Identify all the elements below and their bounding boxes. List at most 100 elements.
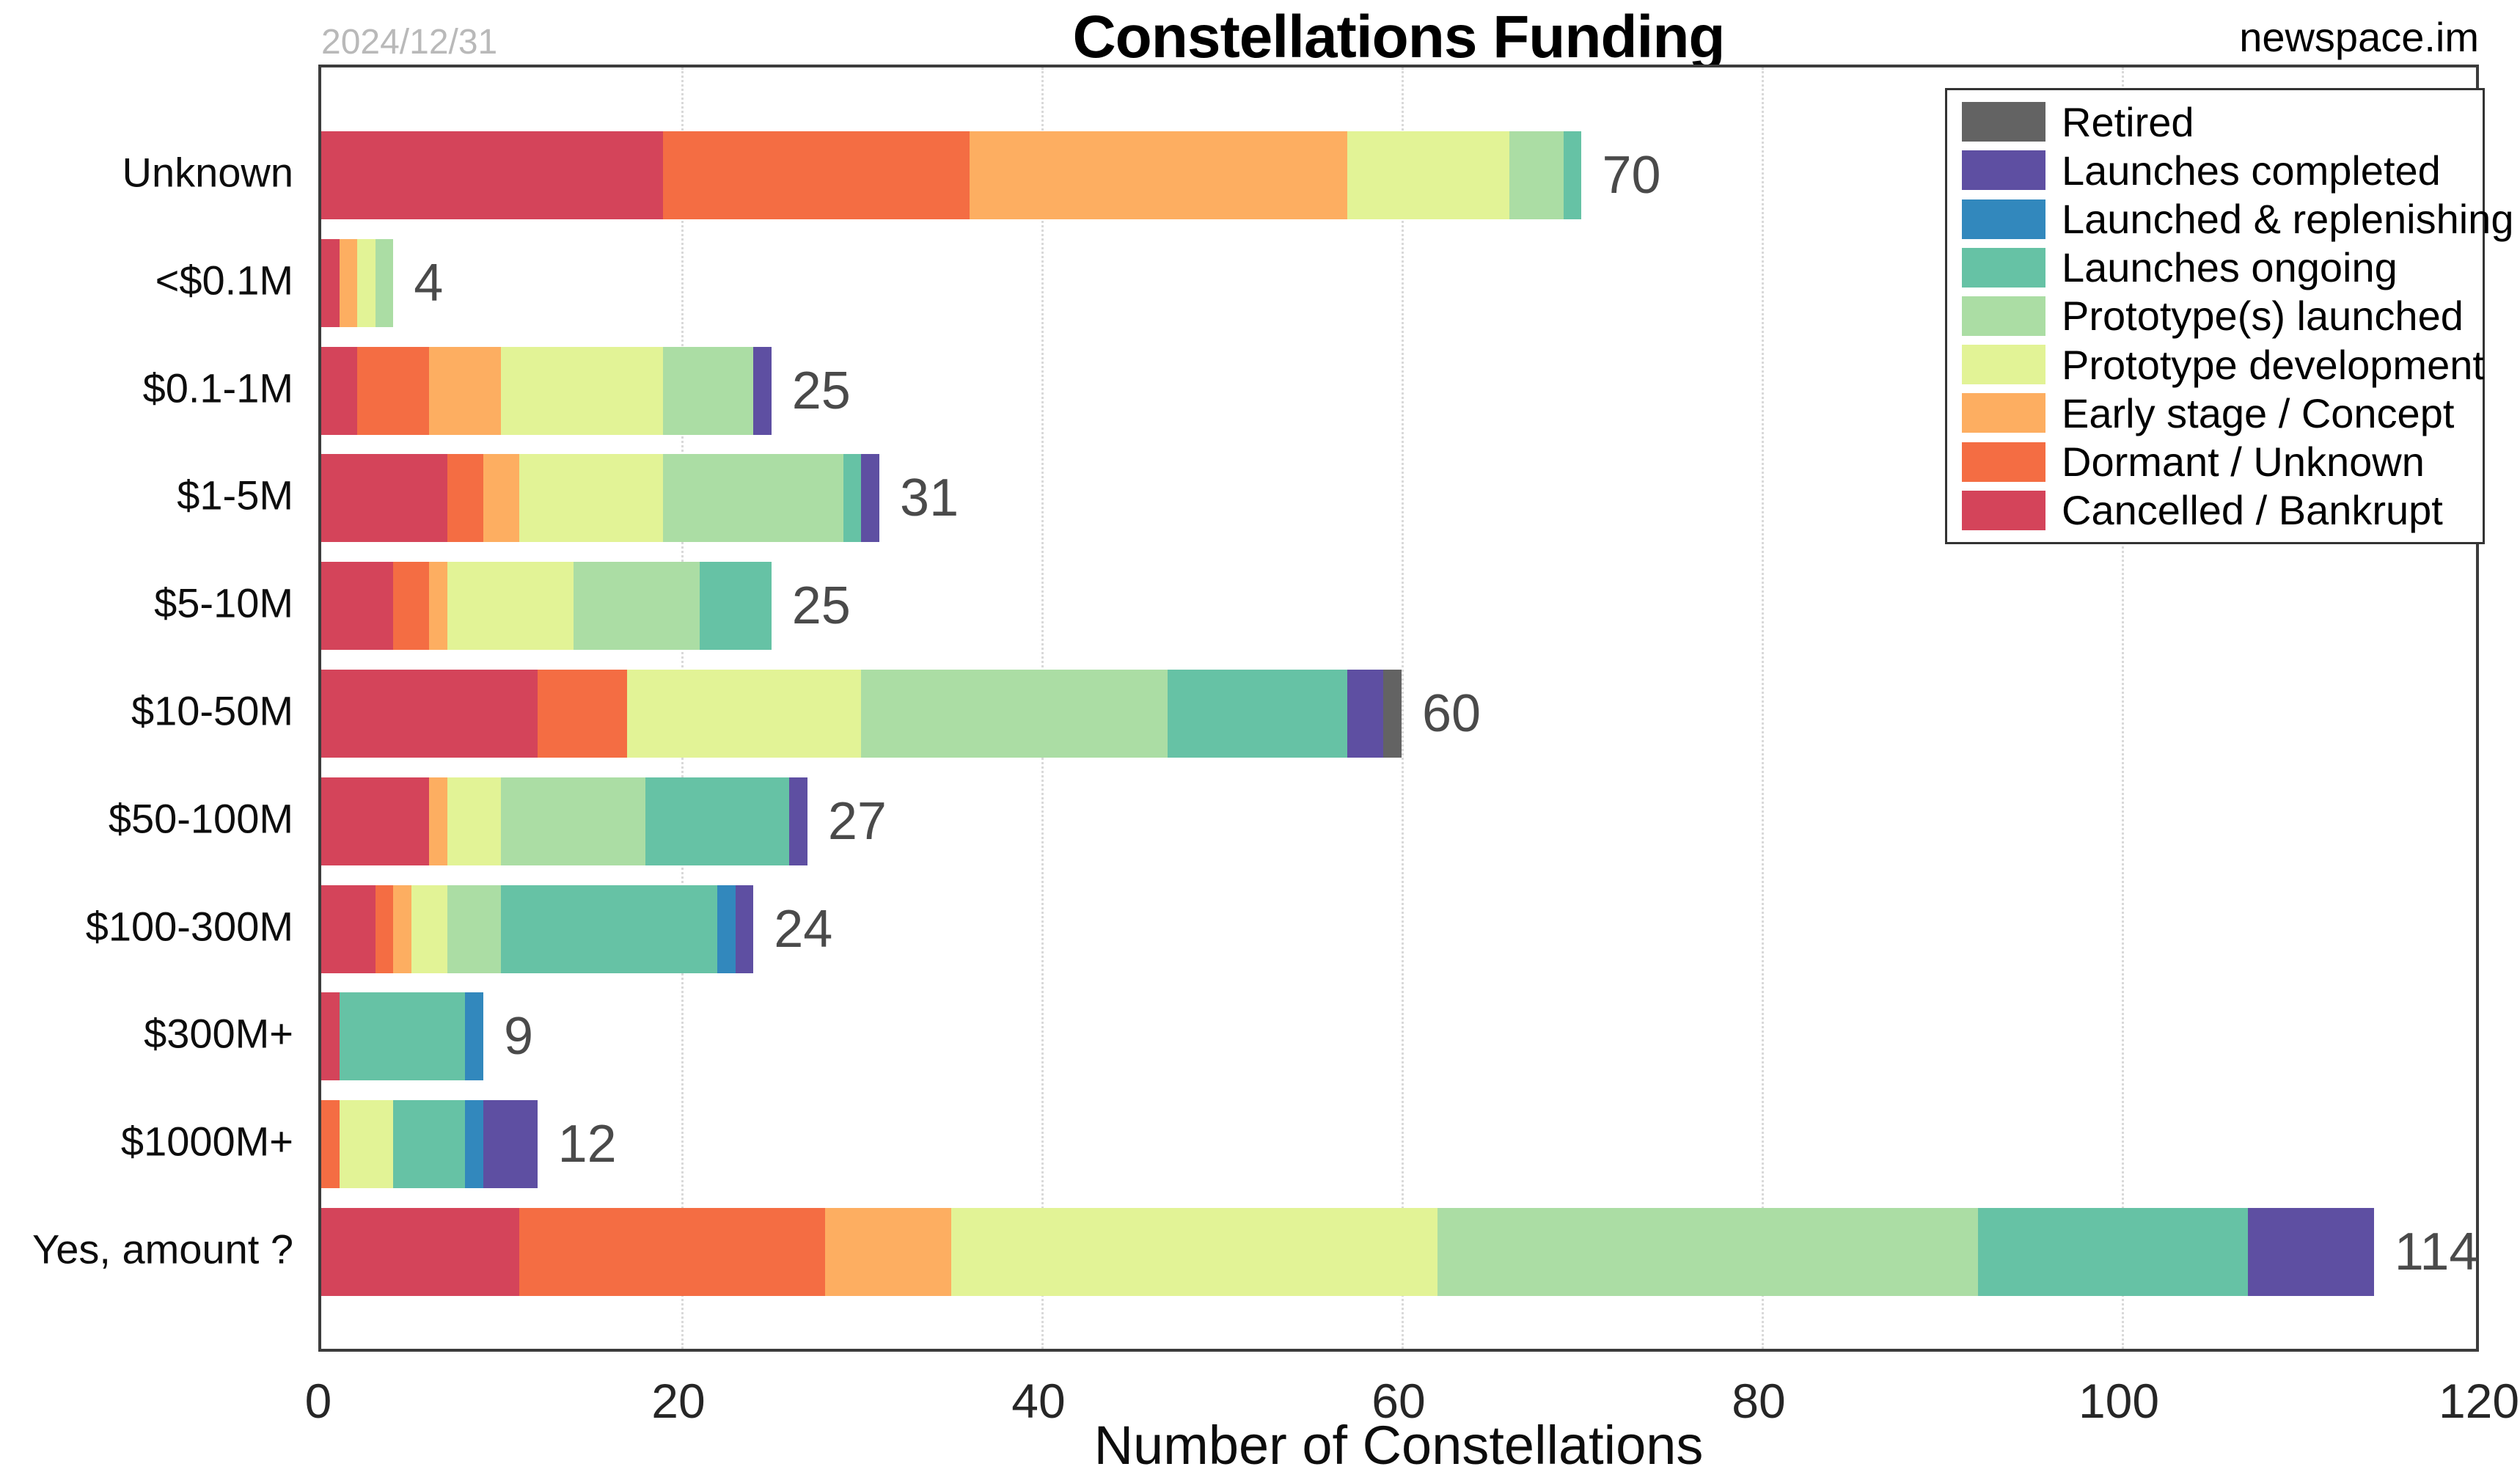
segment-prototype-s-launched	[1437, 1208, 1978, 1296]
segment-launches-ongoing	[339, 992, 466, 1081]
bar-total-label: 31	[900, 469, 959, 528]
bar-total-label: 9	[503, 1007, 533, 1066]
segment-launched-replenishing	[465, 1100, 483, 1189]
segment-launches-ongoing	[1563, 131, 1582, 219]
segment-launches-ongoing	[699, 562, 772, 651]
category-label-1-5m: $1-5M	[177, 472, 293, 519]
legend-item-launches-completed: Launches completed	[1962, 147, 2483, 194]
legend-item-dormant-unknown: Dormant / Unknown	[1962, 439, 2483, 485]
segment-prototype-development	[519, 454, 664, 543]
segment-prototype-development	[1347, 131, 1510, 219]
x-tick-label-60: 60	[1371, 1374, 1426, 1428]
segment-prototype-development	[411, 885, 447, 973]
segment-launches-completed	[483, 1100, 538, 1189]
segment-launches-completed	[1347, 670, 1384, 758]
segment-early-stage-concept	[483, 454, 520, 543]
watermark-label: newspace.im	[2239, 14, 2479, 60]
bar-total-label: 12	[557, 1115, 617, 1174]
category-label-10-50m: $10-50M	[131, 687, 293, 734]
segment-cancelled-bankrupt	[321, 346, 358, 435]
segment-prototype-development	[357, 238, 376, 327]
segment-prototype-development	[447, 777, 502, 865]
legend-label: Launches completed	[2062, 147, 2441, 194]
segment-cancelled-bankrupt	[321, 562, 394, 651]
category-label-yes-amount: Yes, amount ?	[32, 1226, 293, 1273]
bar-total-label: 25	[791, 576, 851, 636]
segment-prototype-s-launched	[663, 454, 843, 543]
category-label-5-10m: $5-10M	[154, 579, 293, 626]
legend-item-early-stage-concept: Early stage / Concept	[1962, 390, 2483, 436]
segment-cancelled-bankrupt	[321, 454, 447, 543]
segment-launches-completed	[789, 777, 807, 865]
segment-early-stage-concept	[429, 562, 447, 651]
x-tick-label-0: 0	[304, 1374, 332, 1428]
segment-launches-ongoing	[501, 885, 718, 973]
legend-item-launched-replenishing: Launched & replenishing	[1962, 196, 2513, 242]
segment-prototype-development	[447, 562, 574, 651]
segment-early-stage-concept	[339, 238, 358, 327]
bar-total-label: 4	[414, 253, 444, 312]
legend-item-prototype-s-launched: Prototype(s) launched	[1962, 293, 2483, 339]
bar-1-5m	[321, 454, 880, 543]
category-label-unknown: Unknown	[122, 149, 293, 196]
legend-item-retired: Retired	[1962, 99, 2483, 145]
legend-label: Cancelled / Bankrupt	[2062, 487, 2443, 534]
legend-swatch-prototype-development	[1962, 345, 2045, 385]
segment-cancelled-bankrupt	[321, 670, 538, 758]
segment-dormant-unknown	[357, 346, 430, 435]
segment-launches-ongoing	[393, 1100, 466, 1189]
legend-swatch-retired	[1962, 102, 2045, 142]
bar-50-100m	[321, 777, 807, 865]
bar-total-label: 70	[1602, 146, 1661, 205]
legend-label: Early stage / Concept	[2062, 389, 2455, 436]
category-label-1000m: $1000M+	[120, 1118, 293, 1165]
legend-swatch-launched-replenishing	[1962, 199, 2045, 239]
bar-total-label: 27	[827, 791, 887, 851]
x-tick-label-80: 80	[1732, 1374, 1786, 1428]
category-label-100-300m: $100-300M	[85, 903, 293, 950]
segment-prototype-s-launched	[861, 670, 1168, 758]
segment-launched-replenishing	[717, 885, 736, 973]
legend-item-launches-ongoing: Launches ongoing	[1962, 244, 2483, 291]
segment-dormant-unknown	[537, 670, 628, 758]
legend-label: Prototype development	[2062, 341, 2484, 388]
segment-launches-completed	[753, 346, 772, 435]
segment-retired	[1383, 670, 1402, 758]
bar-1000m	[321, 1100, 538, 1189]
segment-dormant-unknown	[519, 1208, 826, 1296]
segment-launches-ongoing	[1167, 670, 1348, 758]
segment-prototype-development	[951, 1208, 1438, 1296]
segment-launches-completed	[2247, 1208, 2374, 1296]
segment-cancelled-bankrupt	[321, 992, 340, 1081]
bar-0-1-1m	[321, 346, 772, 435]
segment-dormant-unknown	[321, 1100, 340, 1189]
segment-prototype-s-launched	[663, 346, 754, 435]
segment-prototype-development	[627, 670, 862, 758]
bar-0-1m	[321, 238, 394, 327]
legend-swatch-launches-ongoing	[1962, 247, 2045, 288]
bar-yes-amount	[321, 1208, 2374, 1296]
gridline-60	[1402, 67, 1404, 1349]
gridline-100	[2122, 67, 2124, 1349]
x-tick-label-100: 100	[2078, 1374, 2160, 1428]
segment-cancelled-bankrupt	[321, 131, 664, 219]
segment-dormant-unknown	[447, 454, 483, 543]
legend-swatch-launches-completed	[1962, 150, 2045, 191]
segment-early-stage-concept	[825, 1208, 952, 1296]
segment-cancelled-bankrupt	[321, 1208, 520, 1296]
legend-swatch-cancelled-bankrupt	[1962, 490, 2045, 530]
legend-label: Launched & replenishing	[2062, 196, 2514, 243]
category-label-50-100m: $50-100M	[108, 795, 293, 842]
bar-300m	[321, 992, 483, 1081]
segment-cancelled-bankrupt	[321, 777, 430, 865]
legend-label: Dormant / Unknown	[2062, 439, 2425, 485]
category-label-300m: $300M+	[144, 1010, 293, 1057]
legend-item-cancelled-bankrupt: Cancelled / Bankrupt	[1962, 487, 2483, 534]
bar-10-50m	[321, 670, 1402, 758]
legend-item-prototype-development: Prototype development	[1962, 341, 2484, 388]
legend-label: Launches ongoing	[2062, 244, 2398, 291]
chart-title: Constellations Funding	[1072, 4, 1725, 70]
segment-prototype-development	[501, 346, 664, 435]
segment-early-stage-concept	[429, 346, 502, 435]
segment-dormant-unknown	[663, 131, 970, 219]
